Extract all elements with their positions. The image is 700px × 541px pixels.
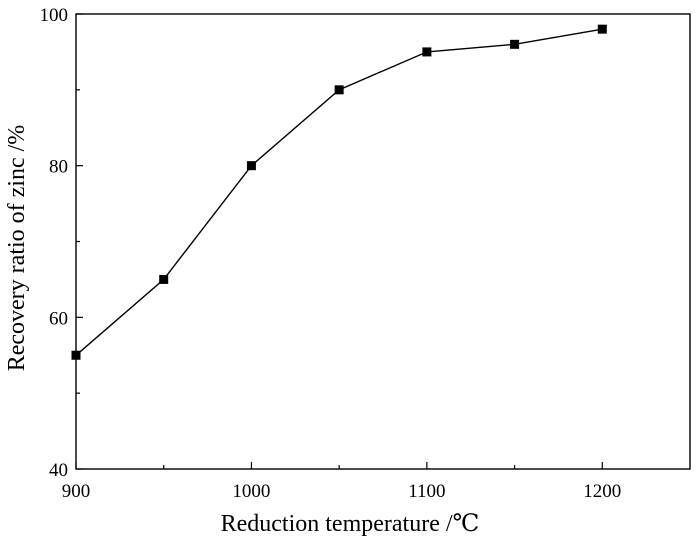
plot-area-frame: [75, 13, 691, 470]
x-tick-label: 1000: [232, 481, 270, 502]
data-point-marker: [246, 161, 256, 171]
y-tick-label: 80: [49, 157, 68, 178]
x-tick-label: 1100: [408, 481, 445, 502]
data-point-marker: [71, 350, 81, 360]
x-tick-label: 900: [62, 481, 91, 502]
x-tick-label: 1200: [583, 481, 621, 502]
y-tick-label: 100: [40, 5, 69, 26]
data-point-marker: [597, 24, 607, 34]
y-tick-label: 40: [49, 460, 68, 481]
series-line: [75, 28, 603, 356]
x-axis-ticks: 900 1000 1100 1200: [62, 462, 621, 502]
data-point-marker: [510, 39, 520, 49]
series-layer: [71, 24, 607, 360]
data-point-marker: [422, 47, 432, 57]
y-axis-title: Recovery ratio of zinc /%: [4, 125, 30, 372]
y-tick-label: 60: [49, 308, 68, 329]
data-point-marker: [334, 85, 344, 95]
data-point-marker: [159, 274, 169, 284]
y-axis-ticks: 40 60 80 100: [40, 5, 83, 481]
x-axis-title: Reduction temperature /℃: [221, 511, 480, 537]
